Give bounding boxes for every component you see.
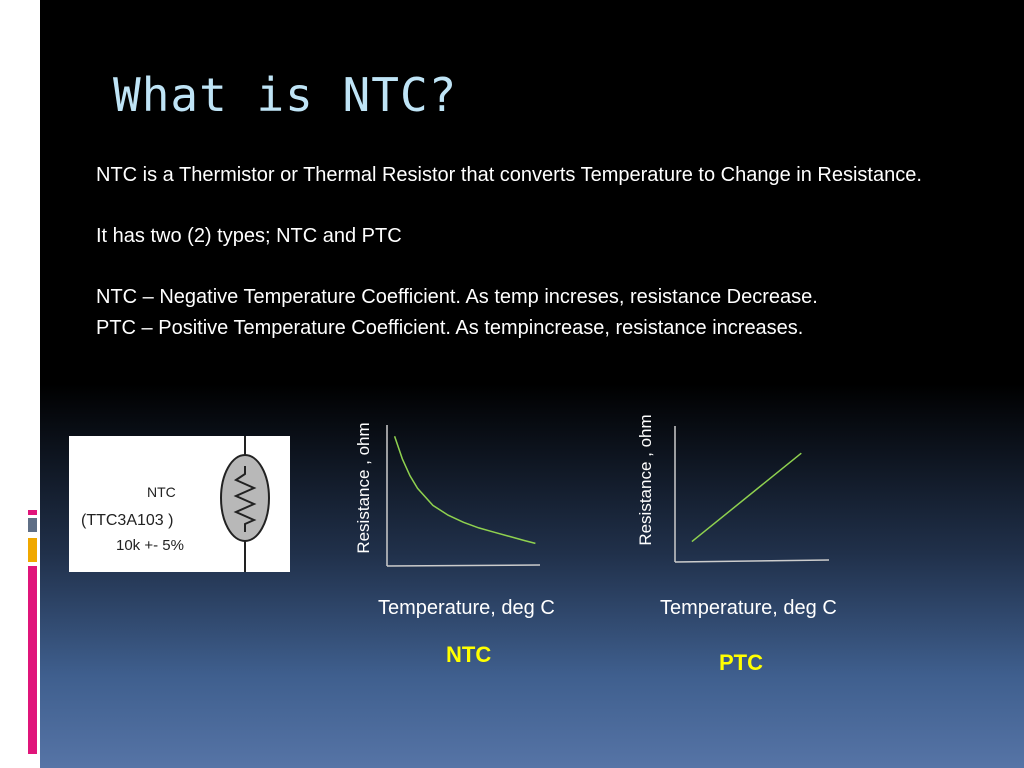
symbol-part-number: (TTC3A103 ): [81, 512, 174, 529]
accent-pink-tall: [28, 566, 37, 754]
ptc-series-line: [691, 452, 802, 543]
accent-orange: [28, 538, 37, 562]
ntc-y-axis-label: Resistance , ohm: [354, 422, 373, 554]
ptc-x-axis: [674, 559, 830, 563]
ntc-series-line: [393, 436, 536, 545]
accent-gray: [28, 518, 37, 532]
symbol-name: NTC: [147, 484, 176, 500]
ntc-chart: [386, 425, 541, 567]
ptc-y-axis-label: Resistance , ohm: [636, 414, 655, 546]
paragraph-types: It has two (2) types; NTC and PTC: [96, 225, 402, 247]
accent-pink-small: [28, 510, 37, 515]
ntc-chart-tag: NTC: [446, 642, 492, 667]
symbol-rating: 10k +- 5%: [116, 537, 184, 554]
ptc-chart: [674, 426, 830, 563]
paragraph-definition: NTC is a Thermistor or Thermal Resistor …: [96, 164, 922, 186]
thermistor-icon: [220, 436, 270, 572]
thermistor-symbol-image: NTC (TTC3A103 ) 10k +- 5%: [69, 436, 290, 572]
ptc-chart-tag: PTC: [719, 650, 763, 675]
ntc-x-axis: [386, 564, 541, 567]
ptc-x-axis-label: Temperature, deg C: [660, 597, 837, 619]
ntc-x-axis-label: Temperature, deg C: [378, 597, 555, 619]
slide-title: What is NTC?: [113, 68, 458, 122]
paragraph-ntc: NTC – Negative Temperature Coefficient. …: [96, 286, 818, 308]
body-text: NTC is a Thermistor or Thermal Resistor …: [96, 160, 976, 343]
paragraph-ptc: PTC – Positive Temperature Coefficient. …: [96, 316, 804, 339]
